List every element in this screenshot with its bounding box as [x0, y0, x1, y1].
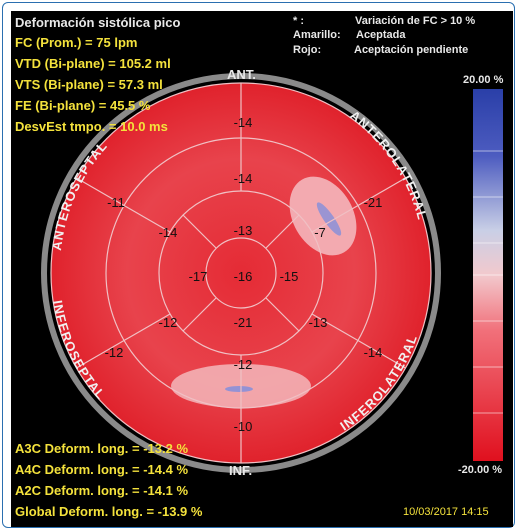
- segment-value-apex: -16: [234, 269, 253, 284]
- segment-value-basal-anterolateral: -21: [364, 195, 383, 210]
- legend-red-label: Rojo:: [293, 44, 322, 56]
- segment-value-apical-anterior: -13: [234, 223, 253, 238]
- stat-edv: VTD (Bi-plane) = 105.2 ml: [15, 56, 171, 71]
- stat-hr: FC (Prom.) = 75 lpm: [15, 35, 138, 50]
- segment-value-apical-inferior: -21: [234, 315, 253, 330]
- segment-value-mid-anterolateral: -7: [314, 225, 326, 240]
- a2c-strain: A2C Deform. long. = -14.1 %: [15, 483, 189, 498]
- segment-value-basal-inferior: -10: [234, 419, 253, 434]
- a3c-strain: A3C Deform. long. = -13.2 %: [15, 441, 189, 456]
- segment-value-basal-anterior: -14: [234, 115, 253, 130]
- legend-yellow-label: Amarillo:: [293, 29, 341, 41]
- segment-value-mid-anterior: -14: [234, 171, 253, 186]
- stat-ef: FE (Bi-plane) = 45.5 %: [15, 98, 151, 113]
- legend-red-value: Aceptación pendiente: [354, 44, 469, 56]
- segment-value-mid-inferior: -12: [234, 357, 253, 372]
- segment-value-basal-inferoseptal: -12: [105, 345, 124, 360]
- segment-spokes: [76, 83, 406, 463]
- timestamp: 10/03/2017 14:15: [403, 506, 489, 518]
- segment-value-mid-inferolateral: -13: [309, 315, 328, 330]
- scale-min-label: -20.00 %: [458, 464, 503, 476]
- figure-frame: ANTEROSEPTAL ANTEROLATERAL INFEROSEPTAL …: [2, 2, 515, 528]
- a4c-strain: A4C Deform. long. = -14.4 %: [15, 462, 189, 477]
- echo-screen: ANTEROSEPTAL ANTEROLATERAL INFEROSEPTAL …: [11, 11, 513, 527]
- legend-marker: * :: [293, 15, 304, 27]
- legend-hr-variation: Variación de FC > 10 %: [355, 15, 476, 27]
- patch-anterolateral-blue: [316, 202, 342, 236]
- global-strain: Global Deform. long. = -13.9 %: [15, 504, 203, 519]
- segment-value-mid-inferoseptal: -12: [159, 315, 178, 330]
- label-anterior: ANT.: [227, 67, 256, 82]
- segment-value-basal-inferolateral: -14: [364, 345, 383, 360]
- chart-title: Deformación sistólica pico: [15, 15, 181, 30]
- bullseye-graphic: ANTEROSEPTAL ANTEROLATERAL INFEROSEPTAL …: [41, 73, 503, 473]
- stat-time-sd: DesvEst tmpo. = 10.0 ms: [15, 119, 168, 134]
- scale-max-label: 20.00 %: [463, 74, 504, 86]
- outer-ring: [41, 73, 441, 473]
- bullseye-disc: [51, 83, 431, 463]
- segment-value-basal-anteroseptal: -11: [107, 195, 125, 210]
- segment-value-apical-septal: -17: [189, 269, 208, 284]
- segment-value-mid-anteroseptal: -14: [159, 225, 178, 240]
- segment-value-apical-lateral: -15: [280, 269, 299, 284]
- stat-esv: VTS (Bi-plane) = 57.3 ml: [15, 77, 163, 92]
- legend-yellow-value: Aceptada: [356, 29, 406, 41]
- patch-inferior-blue: [225, 386, 253, 392]
- label-inferior: INF.: [229, 463, 253, 478]
